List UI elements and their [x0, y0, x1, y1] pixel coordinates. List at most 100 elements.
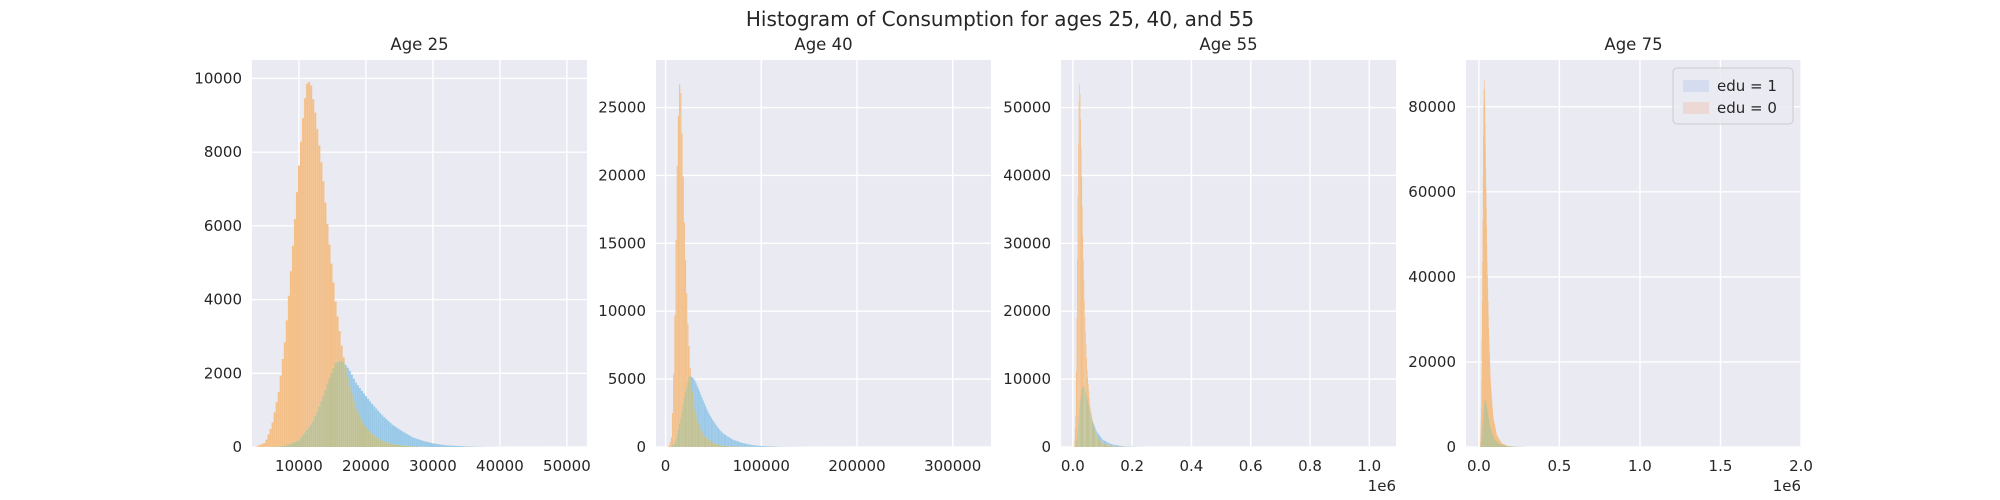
bar-edu1 [379, 413, 382, 440]
bar-overlap [686, 386, 688, 447]
bar-overlap [1115, 446, 1116, 447]
bar-overlap [1108, 444, 1109, 447]
y-tick-label: 10000 [194, 69, 242, 87]
bar-edu1 [367, 398, 370, 431]
bar-overlap [703, 435, 705, 447]
bar-edu0 [680, 92, 682, 418]
bar-edu0 [683, 222, 685, 398]
bar-overlap [1088, 406, 1090, 447]
bar-edu1 [747, 444, 749, 447]
bar-overlap [289, 443, 292, 447]
bar-overlap [1090, 412, 1091, 447]
x-tick-label: 50000 [543, 457, 591, 475]
bar-overlap [397, 444, 400, 447]
bar-edu1 [419, 440, 422, 447]
bar-edu1 [733, 439, 735, 447]
bar-overlap [326, 383, 329, 447]
bar-edu1 [713, 421, 715, 444]
bar-edu0 [676, 165, 678, 434]
bar-overlap [1118, 446, 1119, 447]
bar-edu1 [1119, 445, 1121, 447]
x-tick-label: 2.0 [1789, 457, 1813, 475]
bar-edu1 [1104, 440, 1106, 444]
bar-edu1 [759, 445, 761, 447]
bar-edu1 [1103, 440, 1105, 444]
bar-edu0 [285, 320, 288, 446]
x-tick-label: 0.5 [1547, 457, 1571, 475]
bar-edu1 [699, 391, 701, 427]
bar-overlap [338, 361, 341, 447]
bar-edu1 [750, 444, 753, 447]
bar-overlap [733, 446, 735, 447]
bar-edu1 [399, 430, 402, 446]
bar-overlap [389, 443, 392, 447]
bar-edu0 [1090, 408, 1091, 413]
x-offset-label: 1e6 [1773, 477, 1801, 495]
bar-edu0 [316, 128, 319, 412]
y-tick-label: 10000 [1003, 370, 1051, 388]
bar-overlap [727, 445, 729, 447]
bar-overlap [696, 418, 698, 447]
bar-overlap [1106, 444, 1107, 447]
bar-overlap [728, 446, 730, 447]
bar-overlap [324, 389, 327, 447]
bar-edu0 [675, 239, 677, 439]
bar-edu0 [670, 437, 672, 447]
bar-edu1 [1110, 444, 1112, 446]
bar-overlap [1103, 443, 1105, 447]
bar-edu0 [271, 422, 274, 447]
bar-edu1 [371, 404, 374, 434]
bar-overlap [1078, 421, 1079, 447]
bar-edu1 [411, 437, 414, 447]
bar-edu1 [722, 433, 724, 446]
bar-edu1 [735, 440, 737, 447]
bar-edu1 [360, 390, 363, 422]
bar-edu1 [1106, 441, 1108, 445]
y-tick-label: 40000 [1003, 166, 1051, 184]
panel-3: 0 20000 40000 60000 80000 0.0 0.5 1.0 1.5 2.0 1e6 A… [1408, 35, 1813, 495]
y-tick-label: 40000 [1408, 268, 1456, 286]
bar-edu1 [1095, 428, 1096, 432]
bar-edu1 [725, 435, 727, 446]
bar-overlap [1091, 417, 1092, 447]
bar-overlap [714, 443, 716, 447]
bar-edu0 [1091, 418, 1093, 420]
bar-overlap [1093, 426, 1095, 447]
x-tick-label: 1.0 [1357, 457, 1381, 475]
bar-edu1 [1098, 435, 1100, 440]
bar-edu0 [326, 223, 329, 384]
x-tick-label: 0 [661, 457, 671, 475]
bar-overlap [304, 432, 307, 447]
bar-edu1 [753, 445, 755, 447]
bar-edu1 [1096, 431, 1097, 435]
bar-overlap [369, 432, 372, 447]
bar-overlap [1075, 444, 1077, 447]
bar-overlap [360, 421, 363, 447]
bar-edu1 [692, 377, 694, 392]
bar-overlap [358, 417, 361, 447]
bar-overlap [407, 446, 410, 447]
bar-edu1 [1100, 437, 1102, 441]
bar-overlap [375, 437, 378, 447]
y-tick-label: 25000 [598, 99, 646, 117]
bar-edu0 [312, 99, 315, 421]
bar-overlap [687, 381, 689, 447]
bar-edu1 [708, 413, 710, 440]
bar-overlap [689, 375, 691, 447]
bar-overlap [676, 433, 678, 447]
bar-edu1 [723, 434, 726, 446]
bar-edu0 [1075, 371, 1077, 442]
bar-overlap [680, 417, 682, 447]
bar-edu0 [330, 263, 333, 373]
bar-overlap [1087, 401, 1089, 447]
bar-edu1 [458, 446, 461, 447]
bar-edu1 [702, 400, 704, 435]
bar-overlap [295, 441, 298, 447]
bar-edu1 [694, 380, 696, 409]
bar-edu0 [300, 141, 303, 438]
bar-edu0 [1082, 236, 1084, 387]
y-tick-label: 10000 [598, 302, 646, 320]
bar-overlap [1086, 396, 1087, 447]
y-tick-label: 8000 [204, 143, 242, 161]
bar-edu1 [1108, 443, 1110, 445]
